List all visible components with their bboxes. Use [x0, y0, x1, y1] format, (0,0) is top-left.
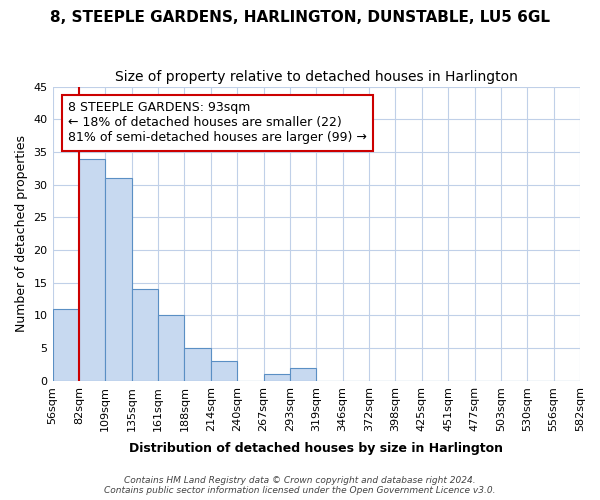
Bar — [79, 158, 105, 381]
Y-axis label: Number of detached properties: Number of detached properties — [15, 135, 28, 332]
Text: 8 STEEPLE GARDENS: 93sqm
← 18% of detached houses are smaller (22)
81% of semi-d: 8 STEEPLE GARDENS: 93sqm ← 18% of detach… — [68, 102, 367, 144]
Bar — [263, 374, 290, 381]
X-axis label: Distribution of detached houses by size in Harlington: Distribution of detached houses by size … — [129, 442, 503, 455]
Bar — [211, 362, 237, 381]
Bar — [158, 316, 184, 381]
Text: Contains HM Land Registry data © Crown copyright and database right 2024.
Contai: Contains HM Land Registry data © Crown c… — [104, 476, 496, 495]
Title: Size of property relative to detached houses in Harlington: Size of property relative to detached ho… — [115, 70, 518, 84]
Text: 8, STEEPLE GARDENS, HARLINGTON, DUNSTABLE, LU5 6GL: 8, STEEPLE GARDENS, HARLINGTON, DUNSTABL… — [50, 10, 550, 25]
Bar — [290, 368, 316, 381]
Bar — [184, 348, 211, 381]
Bar — [53, 309, 79, 381]
Bar — [105, 178, 131, 381]
Bar — [131, 290, 158, 381]
